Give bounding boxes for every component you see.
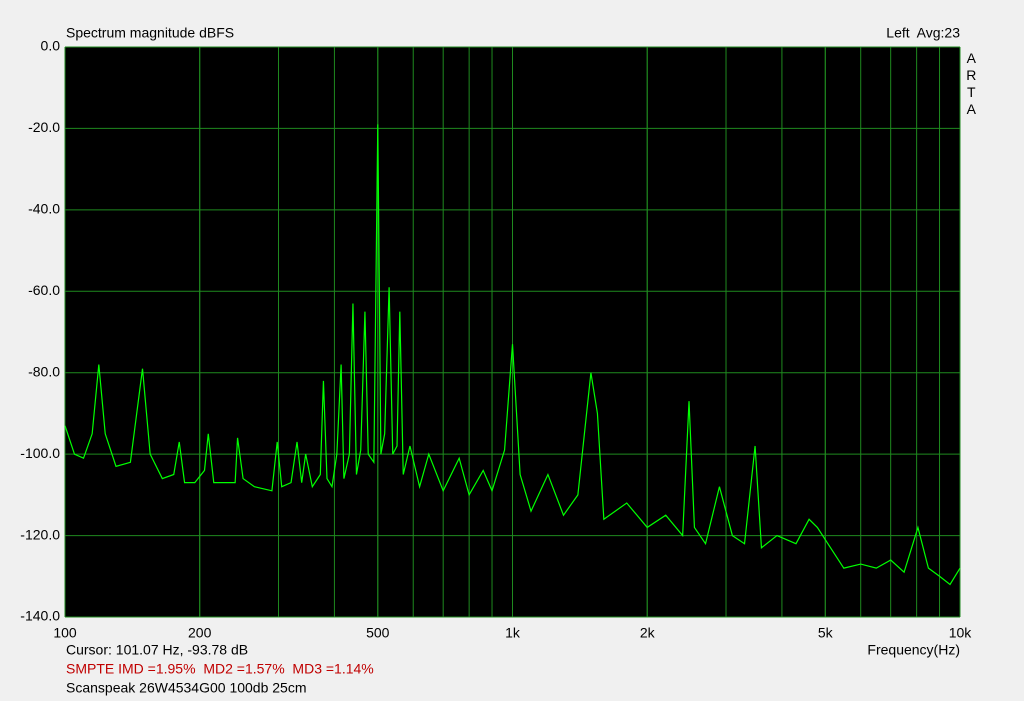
y-tick-label: -100.0 (20, 445, 60, 461)
y-tick-label: 0.0 (41, 38, 61, 54)
chart-title: Spectrum magnitude dBFS (66, 25, 234, 41)
x-axis-label: Frequency(Hz) (867, 642, 960, 658)
x-tick-label: 1k (505, 625, 521, 641)
y-tick-label: -60.0 (28, 282, 60, 298)
y-tick-label: -20.0 (28, 119, 60, 135)
distortion-text: SMPTE IMD =1.95% MD2 =1.57% MD3 =1.14% (66, 661, 374, 677)
y-tick-label: -140.0 (20, 608, 60, 624)
y-tick-label: -80.0 (28, 363, 60, 379)
x-tick-label: 200 (188, 625, 212, 641)
y-tick-label: -40.0 (28, 201, 60, 217)
x-tick-label: 2k (640, 625, 656, 641)
y-tick-label: -120.0 (20, 526, 60, 542)
x-tick-label: 100 (53, 625, 77, 641)
x-tick-label: 5k (818, 625, 834, 641)
spectrum-line (64, 124, 961, 586)
x-tick-label: 10k (949, 625, 973, 641)
channel-label: Left Avg:23 (886, 25, 960, 41)
brand: ARTA (963, 50, 979, 118)
x-tick-label: 500 (366, 625, 390, 641)
cursor-text: Cursor: 101.07 Hz, -93.78 dB (66, 642, 248, 658)
note: Scanspeak 26W4534G00 100db 25cm (66, 680, 307, 696)
